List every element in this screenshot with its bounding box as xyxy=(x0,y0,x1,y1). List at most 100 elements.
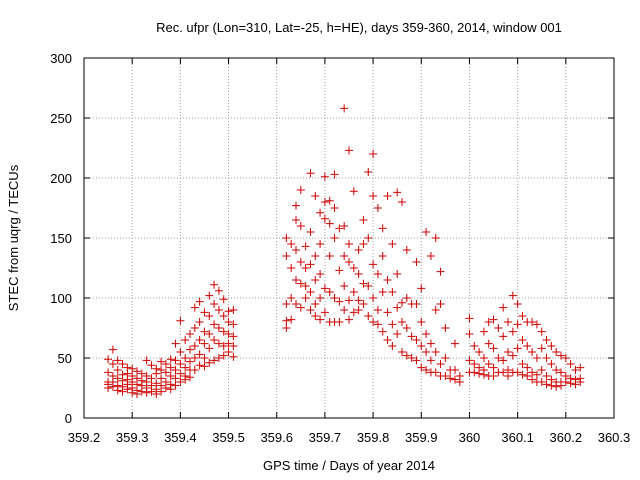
data-point xyxy=(190,354,199,362)
data-point xyxy=(523,372,532,380)
data-point xyxy=(398,198,406,206)
data-point xyxy=(292,276,300,284)
data-point xyxy=(229,342,238,350)
data-point xyxy=(210,320,219,329)
data-point xyxy=(345,258,353,266)
data-point xyxy=(340,104,349,113)
data-point xyxy=(499,368,508,377)
data-point xyxy=(532,370,541,379)
data-point xyxy=(181,375,190,384)
data-point xyxy=(470,368,479,377)
data-point xyxy=(417,318,426,326)
data-point xyxy=(484,318,493,326)
data-point xyxy=(176,378,185,386)
y-tick-label: 250 xyxy=(50,111,72,126)
data-point xyxy=(340,282,349,290)
data-point xyxy=(402,246,411,254)
x-tick-label: 360 xyxy=(459,430,481,445)
data-point xyxy=(422,366,431,374)
data-point xyxy=(147,361,156,370)
data-point xyxy=(518,312,527,320)
data-point xyxy=(219,312,228,320)
data-point xyxy=(373,204,382,212)
data-point xyxy=(296,186,305,194)
x-axis-label: GPS time / Days of year 2014 xyxy=(263,458,435,473)
data-point xyxy=(557,381,565,390)
data-point xyxy=(388,320,397,329)
data-point xyxy=(417,342,426,350)
data-point xyxy=(320,284,329,293)
data-point xyxy=(301,294,310,302)
data-point xyxy=(393,188,402,197)
data-point xyxy=(195,297,204,306)
tick-layer xyxy=(83,57,615,419)
data-point xyxy=(316,315,325,324)
data-point xyxy=(576,363,585,372)
data-point xyxy=(557,368,565,377)
data-point xyxy=(214,354,223,362)
data-point xyxy=(349,264,358,272)
data-point xyxy=(128,364,137,373)
data-point xyxy=(229,306,238,314)
data-point xyxy=(426,252,435,260)
data-point xyxy=(359,300,368,308)
data-point xyxy=(552,382,561,391)
data-point xyxy=(523,363,532,372)
data-point xyxy=(340,252,349,260)
data-point xyxy=(340,222,349,230)
data-point xyxy=(436,267,445,276)
data-point xyxy=(316,208,325,217)
data-point xyxy=(345,296,353,305)
data-point xyxy=(470,360,479,368)
data-point xyxy=(108,360,117,368)
data-point xyxy=(152,390,161,398)
y-tick-label: 150 xyxy=(50,231,72,246)
data-point xyxy=(417,284,426,293)
data-point xyxy=(210,336,219,344)
data-point xyxy=(422,228,431,236)
data-point xyxy=(219,342,228,350)
data-point xyxy=(301,264,310,272)
data-point xyxy=(108,345,117,354)
data-point xyxy=(378,288,387,296)
data-point xyxy=(200,354,209,362)
data-point xyxy=(571,380,580,389)
data-point xyxy=(571,366,580,374)
data-point xyxy=(513,344,522,353)
data-point xyxy=(547,381,556,390)
data-point xyxy=(499,303,508,312)
data-point xyxy=(513,320,522,329)
data-point xyxy=(383,308,392,317)
data-point xyxy=(325,252,334,260)
data-point xyxy=(537,378,546,386)
data-point xyxy=(532,320,541,329)
data-point xyxy=(383,336,392,344)
data-point xyxy=(557,351,565,360)
data-point xyxy=(316,270,325,278)
data-point xyxy=(528,368,537,377)
data-point xyxy=(422,348,431,356)
data-point xyxy=(431,348,440,356)
data-point xyxy=(186,345,194,354)
data-point xyxy=(306,169,315,178)
data-point xyxy=(176,360,185,368)
data-point xyxy=(113,386,122,395)
data-point xyxy=(378,327,387,336)
data-point xyxy=(398,318,406,326)
data-point xyxy=(166,363,175,372)
data-point xyxy=(383,276,392,284)
data-point xyxy=(181,354,190,362)
data-point xyxy=(489,315,498,324)
data-point xyxy=(499,332,508,341)
data-point xyxy=(484,339,493,348)
data-point xyxy=(325,196,334,205)
data-point xyxy=(320,308,329,317)
data-point xyxy=(552,366,561,374)
data-point xyxy=(354,270,363,278)
data-point xyxy=(407,332,416,341)
data-point xyxy=(513,368,522,377)
data-point xyxy=(104,384,113,392)
grid-layer xyxy=(84,58,614,418)
data-point xyxy=(190,303,199,312)
data-point xyxy=(566,379,575,388)
